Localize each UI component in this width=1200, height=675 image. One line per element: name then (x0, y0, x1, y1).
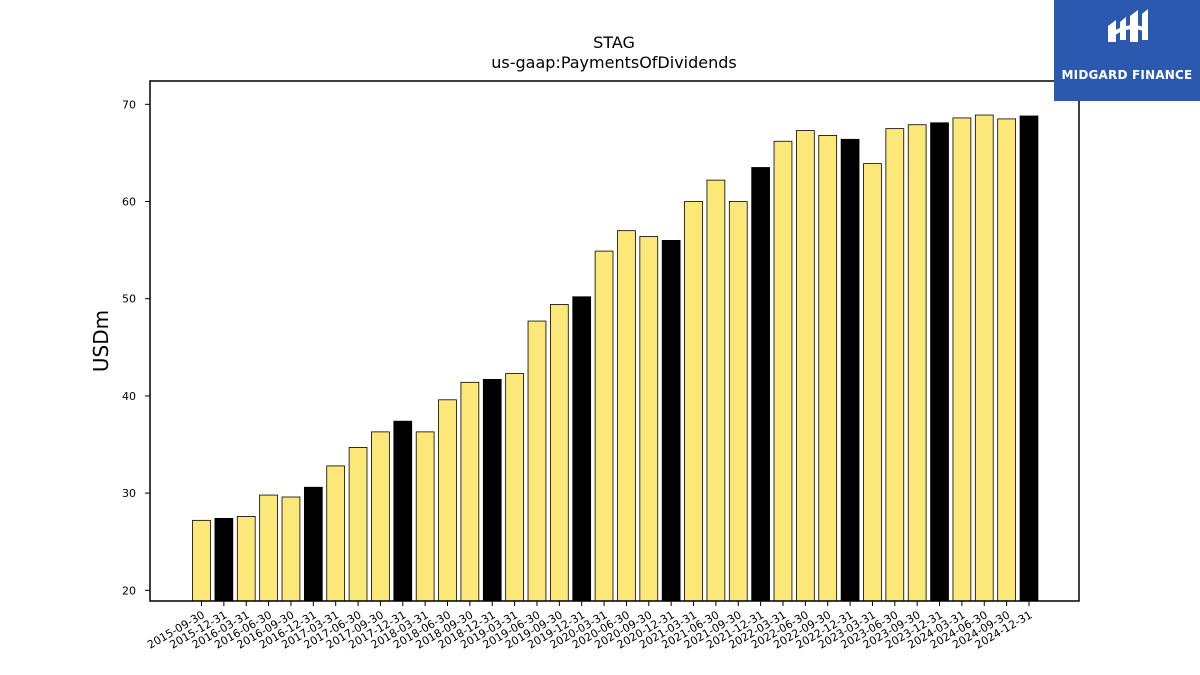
y-tick-label: 60 (122, 196, 136, 209)
bar-2018-12-31 (482, 378, 502, 602)
bar-2018-09-30 (460, 381, 480, 602)
bar-2019-06-30 (527, 320, 547, 602)
bar-2019-12-31 (572, 296, 592, 602)
bar-2024-09-30 (997, 118, 1016, 602)
bar-2018-06-30 (438, 399, 457, 602)
chart-subtitle: us-gaap:PaymentsOfDividends (491, 53, 736, 72)
bar-2023-12-31 (930, 122, 949, 602)
bar-2022-06-30 (796, 130, 815, 602)
bar-2016-09-30 (281, 496, 301, 602)
midgard-m-icon (1108, 9, 1148, 42)
bar-2022-12-31 (840, 138, 860, 602)
bar-2021-03-31 (684, 201, 703, 602)
x-axis: 2015-09-302015-12-312016-03-312016-06-30… (145, 601, 1035, 652)
bar-2016-12-31 (303, 486, 323, 602)
bar-2019-03-31 (505, 373, 524, 602)
bar-2017-12-31 (393, 420, 413, 602)
bar-2016-03-31 (236, 516, 256, 602)
bar-2020-09-30 (639, 236, 659, 602)
bar-2020-06-30 (617, 230, 636, 602)
bar-2015-12-31 (214, 517, 234, 602)
bar-2024-06-30 (974, 114, 994, 602)
y-axis: 20 30 40 50 60 70 (122, 98, 150, 597)
bar-2023-06-30 (885, 128, 905, 602)
bar-2018-03-31 (415, 431, 435, 602)
bar-group (192, 114, 1039, 602)
y-tick-label: 30 (122, 487, 136, 500)
y-tick-label: 20 (122, 584, 136, 597)
bar-2024-03-31 (952, 117, 972, 602)
plot-frame (149, 80, 1080, 602)
bar-2021-09-30 (728, 201, 748, 602)
y-tick-label: 70 (122, 98, 136, 111)
bar-2021-06-30 (706, 179, 726, 602)
brand-name: MIDGARD FINANCE (1061, 68, 1193, 82)
bar-2020-03-31 (594, 250, 614, 602)
y-tick-label: 40 (122, 390, 136, 403)
bar-2021-12-31 (751, 167, 770, 602)
y-axis-label: USDm (89, 310, 113, 372)
bar-2020-12-31 (661, 239, 681, 602)
bar-2022-09-30 (818, 135, 838, 602)
bar-2017-03-31 (326, 465, 346, 602)
bar-2019-09-30 (549, 304, 569, 602)
bar-2023-09-30 (907, 124, 927, 602)
bar-2024-12-31 (1019, 115, 1039, 602)
bar-2016-06-30 (259, 494, 278, 602)
bar-2017-09-30 (371, 431, 390, 602)
bar-2017-06-30 (348, 447, 368, 602)
bar-2023-03-31 (863, 163, 882, 602)
chart-title: STAG (593, 33, 635, 52)
y-tick-label: 50 (122, 293, 136, 306)
brand-logo: MIDGARD FINANCE (1054, 0, 1200, 101)
bar-2022-03-31 (773, 140, 793, 602)
bar-2015-09-30 (192, 519, 211, 602)
